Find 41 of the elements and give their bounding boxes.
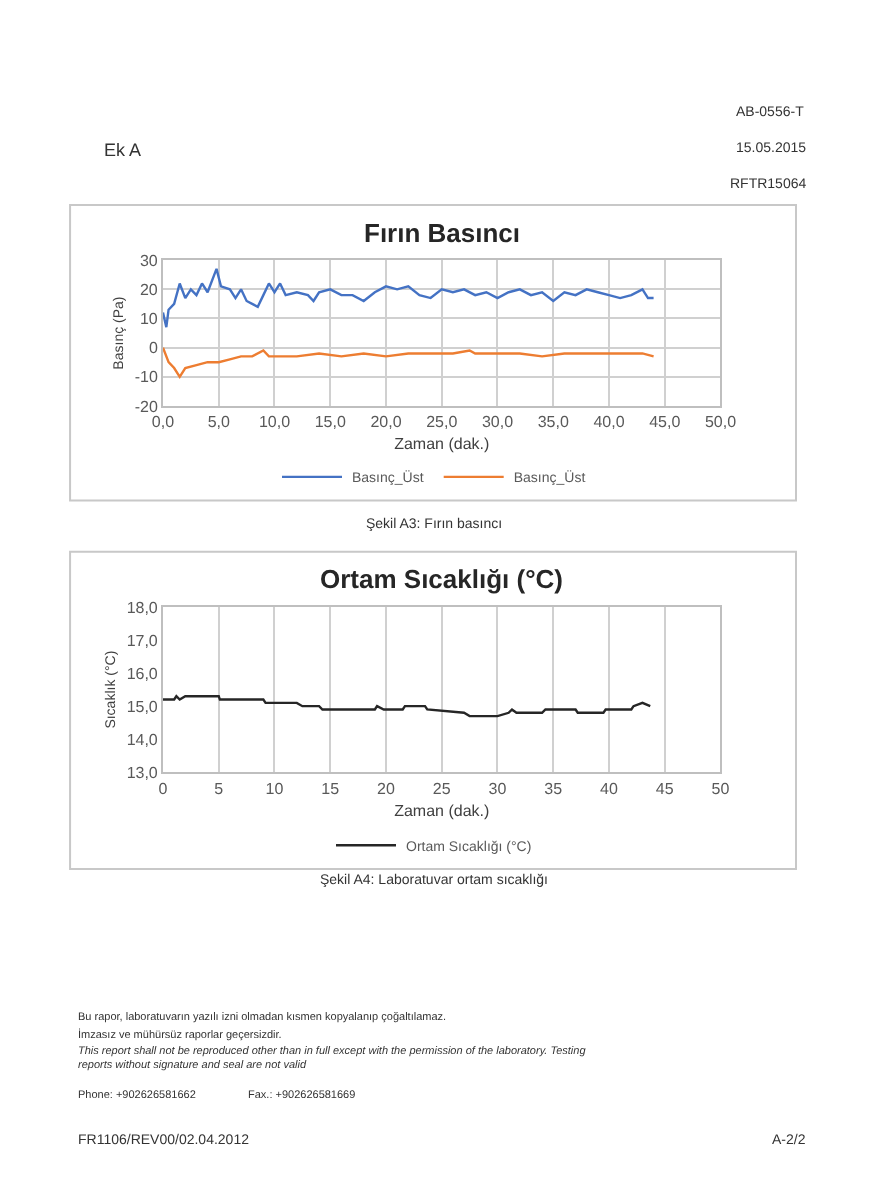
line-series bbox=[162, 267, 655, 329]
y-tick-label: 20 bbox=[139, 280, 159, 299]
x-tick-label: 40,0 bbox=[593, 413, 626, 432]
y-tick-label: 30 bbox=[139, 251, 159, 270]
y-tick-label: 10 bbox=[139, 310, 159, 329]
x-tick-label: 45,0 bbox=[649, 413, 682, 432]
x-tick-label: 15 bbox=[321, 779, 341, 798]
x-tick-label: 30 bbox=[488, 779, 508, 798]
y-tick-label: 16,0 bbox=[126, 664, 159, 683]
x-tick-label: 40 bbox=[600, 779, 619, 798]
chart-title: Fırın Basıncı bbox=[364, 218, 521, 248]
x-tick-label: 35,0 bbox=[537, 413, 570, 432]
x-tick-label: 10,0 bbox=[258, 413, 292, 432]
x-axis-title: Zaman (dak.) bbox=[394, 435, 490, 454]
line-series bbox=[162, 695, 652, 718]
x-tick-label: 50 bbox=[711, 779, 731, 798]
x-tick-label: 20 bbox=[377, 779, 396, 798]
y-tick-label: 15,0 bbox=[126, 697, 159, 716]
y-tick-label: 0 bbox=[148, 339, 159, 358]
y-tick-label: 13,0 bbox=[126, 763, 159, 782]
line-series bbox=[162, 346, 655, 378]
y-tick-label: 14,0 bbox=[126, 730, 159, 749]
x-tick-label: 25 bbox=[432, 779, 452, 798]
x-tick-label: 0,0 bbox=[151, 413, 176, 432]
chart-title: Ortam Sıcaklığı (°C) bbox=[320, 564, 564, 594]
x-tick-label: 25,0 bbox=[426, 413, 459, 432]
y-tick-label: -20 bbox=[134, 397, 159, 416]
x-tick-label: 35 bbox=[544, 779, 564, 798]
x-tick-label: 45 bbox=[655, 779, 675, 798]
x-tick-label: 30,0 bbox=[481, 413, 515, 432]
x-tick-label: 5,0 bbox=[207, 413, 231, 432]
x-tick-label: 10 bbox=[265, 779, 285, 798]
y-tick-label: 18,0 bbox=[126, 598, 159, 617]
x-tick-label: 20,0 bbox=[370, 413, 403, 432]
x-axis-title: Zaman (dak.) bbox=[394, 801, 490, 820]
x-tick-label: 15,0 bbox=[314, 413, 347, 432]
y-tick-label: 17,0 bbox=[126, 631, 159, 650]
text: Ek A bbox=[104, 140, 142, 160]
x-tick-label: 50,0 bbox=[704, 413, 738, 432]
y-tick-label: -10 bbox=[134, 368, 159, 387]
x-tick-label: 5 bbox=[214, 779, 225, 798]
